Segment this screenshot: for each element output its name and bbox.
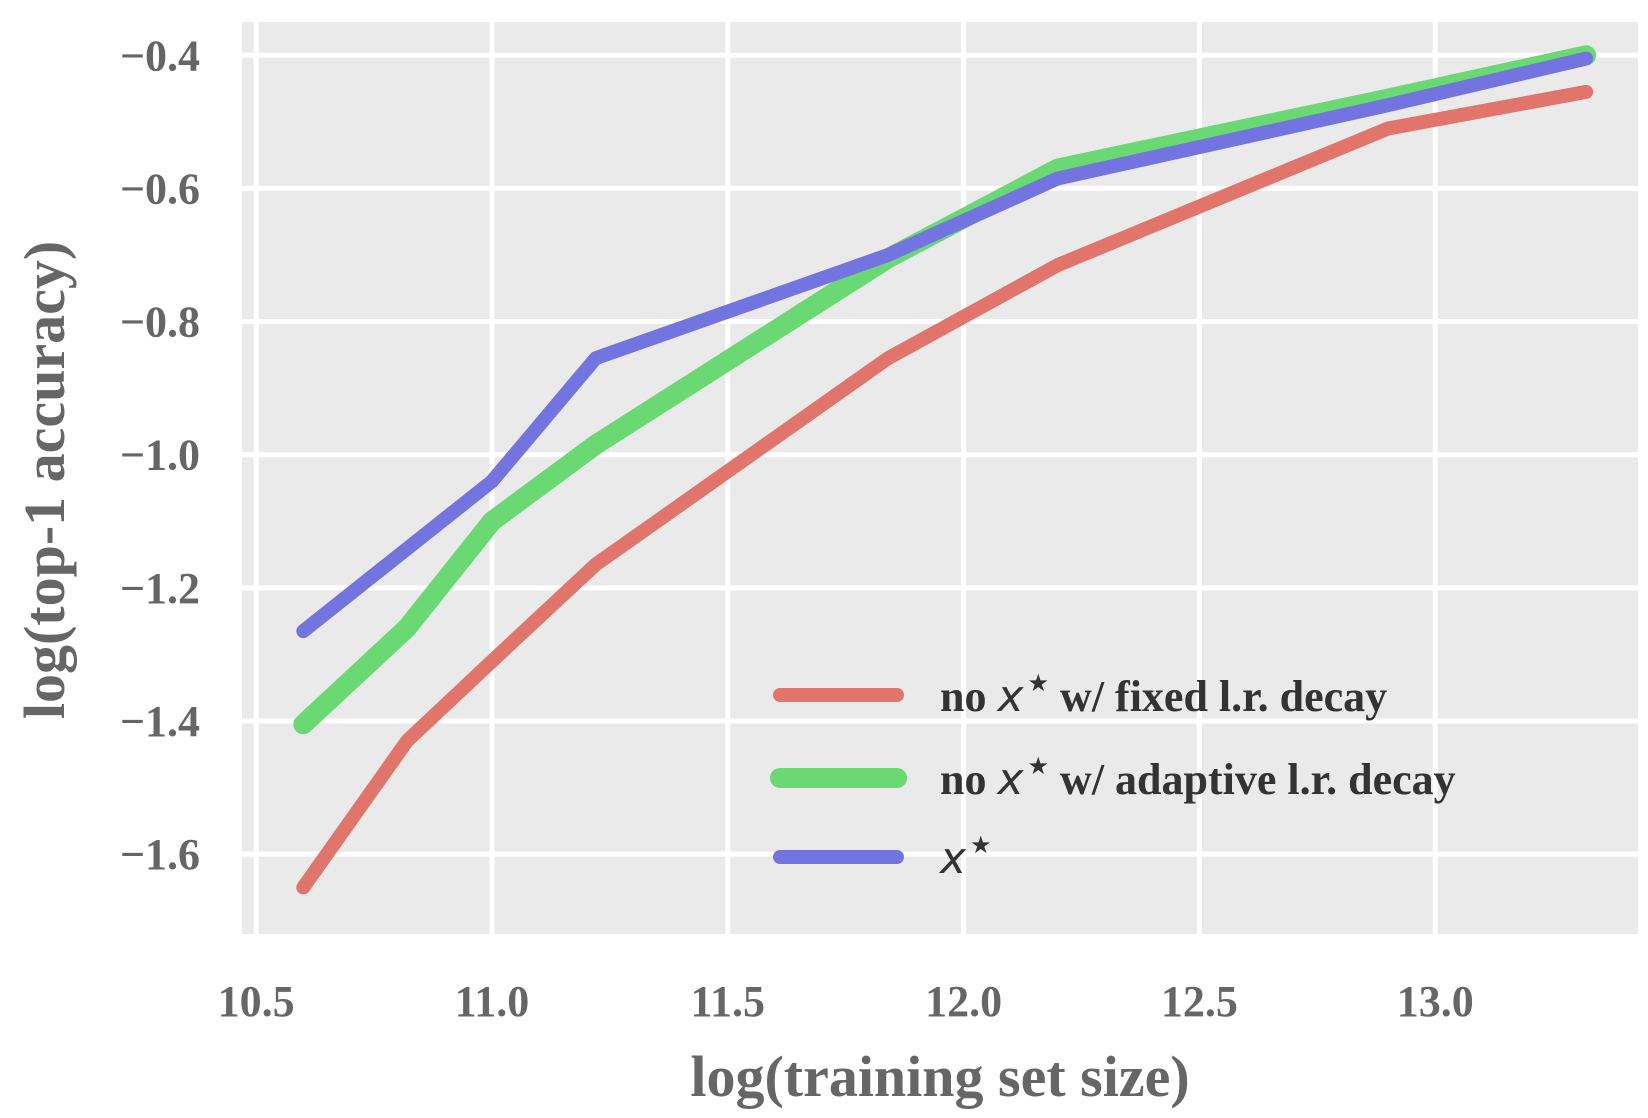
x-tick-label: 11.5	[690, 977, 765, 1026]
legend-label-3: x ★	[938, 831, 992, 884]
legend-label-2: no x ★ w/ adaptive l.r. decay	[940, 752, 1456, 805]
series-line-1	[296, 84, 1594, 895]
x-tick-label: 12.5	[1161, 977, 1238, 1026]
series-line-3	[296, 51, 1594, 639]
legend: no x ★ w/ fixed l.r. decay no x ★ w/ adapti…	[770, 669, 1456, 884]
series-lines	[293, 45, 1597, 895]
plot-background	[242, 22, 1638, 934]
x-tick-label: 10.5	[218, 977, 295, 1026]
y-tick-labels: −1.6 −1.4 −1.2 −1.0 −0.8 −0.6 −0.4	[120, 31, 200, 879]
y-tick-label: −1.0	[120, 431, 200, 480]
y-tick-label: −0.6	[120, 164, 200, 213]
y-tick-label: −1.6	[120, 830, 200, 879]
x-tick-label: 13.0	[1397, 977, 1474, 1026]
y-tick-label: −0.8	[120, 298, 200, 347]
legend-label-1: no x ★ w/ fixed l.r. decay	[940, 669, 1387, 722]
y-tick-label: −1.4	[120, 697, 200, 746]
y-tick-label: −1.2	[120, 564, 200, 613]
y-tick-label: −0.4	[120, 31, 200, 80]
x-tick-label: 12.0	[925, 977, 1002, 1026]
x-tick-labels: 10.5 11.0 11.5 12.0 12.5 13.0	[218, 977, 1474, 1026]
y-axis-label: log(top-1 accuracy)	[12, 241, 77, 719]
x-axis-label: log(training set size)	[690, 1044, 1189, 1109]
x-tick-label: 11.0	[455, 977, 530, 1026]
